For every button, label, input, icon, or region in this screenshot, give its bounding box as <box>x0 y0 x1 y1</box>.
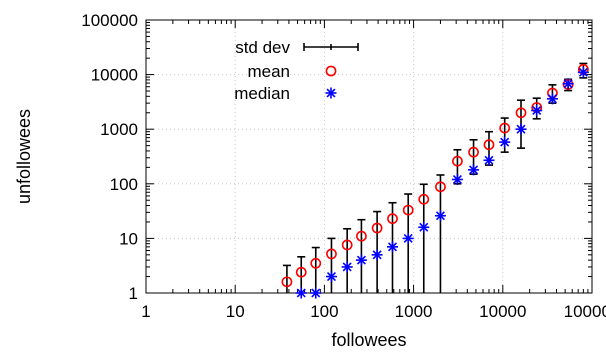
legend-label: median <box>234 84 290 103</box>
y-tick-label: 10000 <box>91 66 138 85</box>
x-tick-label: 10000 <box>479 302 526 321</box>
mean-point <box>418 193 430 205</box>
axis-ticks: 1 10 100 1000 10000 100000 1 10 100 1000 10000 1000… <box>81 11 606 321</box>
median-point <box>515 123 527 135</box>
median-point <box>499 136 511 148</box>
star-stroke <box>563 79 573 89</box>
mean-point <box>435 181 446 193</box>
median-point <box>295 287 307 299</box>
mean-point <box>341 239 353 251</box>
x-tick-label: 1000 <box>395 302 433 321</box>
star-stroke <box>356 255 366 265</box>
star-stroke <box>326 272 336 282</box>
grid-lines <box>146 20 592 293</box>
x-axis-label: followees <box>331 330 406 350</box>
median-point <box>310 287 322 299</box>
star-stroke <box>452 174 462 185</box>
star-stroke <box>435 211 445 221</box>
legend-mean-marker <box>325 65 337 77</box>
mean-point <box>499 122 511 134</box>
mean-point <box>326 248 337 260</box>
median-point <box>468 164 480 176</box>
y-tick-label: 1000 <box>100 120 138 139</box>
star-stroke <box>578 67 588 77</box>
median-point <box>325 271 337 283</box>
legend: std dev mean median <box>234 38 359 103</box>
median-point <box>434 210 446 222</box>
mean-point <box>402 204 414 216</box>
mean-point <box>281 276 293 288</box>
legend-label: std dev <box>235 38 290 57</box>
median-point <box>418 221 430 233</box>
median-point <box>386 241 398 253</box>
x-tick-label: 100 <box>310 302 338 321</box>
star-stroke <box>296 288 306 298</box>
star-stroke <box>403 233 413 243</box>
median-point <box>531 105 543 117</box>
legend-median-marker <box>325 87 337 99</box>
star-stroke <box>532 105 542 116</box>
star-stroke <box>387 242 398 252</box>
star-stroke <box>516 124 526 134</box>
median-point <box>451 173 463 185</box>
mean-point <box>483 139 495 151</box>
y-tick-label: 100000 <box>81 11 138 30</box>
series-mean <box>281 63 589 288</box>
star-stroke <box>342 262 352 272</box>
x-tick-label: 1 <box>141 302 150 321</box>
mean-point <box>452 155 463 167</box>
star-stroke <box>372 250 382 260</box>
median-point <box>562 78 574 90</box>
series-median <box>295 66 589 299</box>
median-point <box>355 254 367 266</box>
star-stroke <box>484 155 494 165</box>
plot-frame <box>145 19 593 294</box>
mean-point <box>468 146 479 158</box>
star-stroke <box>547 94 557 104</box>
mean-point <box>310 257 322 269</box>
mean-point <box>371 222 383 234</box>
median-point <box>483 154 495 166</box>
mean-point <box>387 213 398 225</box>
star-stroke <box>500 137 510 147</box>
legend-label: mean <box>247 62 290 81</box>
series <box>281 62 589 299</box>
mean-point <box>356 230 367 242</box>
star-stroke <box>419 222 429 232</box>
star-stroke <box>469 165 479 175</box>
mean-point <box>295 266 307 278</box>
x-tick-label: 10 <box>226 302 245 321</box>
median-point <box>402 232 414 244</box>
y-tick-label: 1 <box>129 284 138 303</box>
median-point <box>371 249 383 261</box>
median-point <box>341 261 353 273</box>
y-axis-label: unfollowees <box>14 109 34 204</box>
median-point <box>546 93 558 105</box>
star-stroke <box>326 88 336 98</box>
median-point <box>577 66 589 78</box>
series-std-dev <box>282 62 588 293</box>
x-tick-label: 100000 <box>564 302 606 321</box>
star-stroke <box>311 288 321 298</box>
y-tick-label: 10 <box>119 229 138 248</box>
mean-point <box>515 107 527 119</box>
y-tick-label: 100 <box>110 175 138 194</box>
